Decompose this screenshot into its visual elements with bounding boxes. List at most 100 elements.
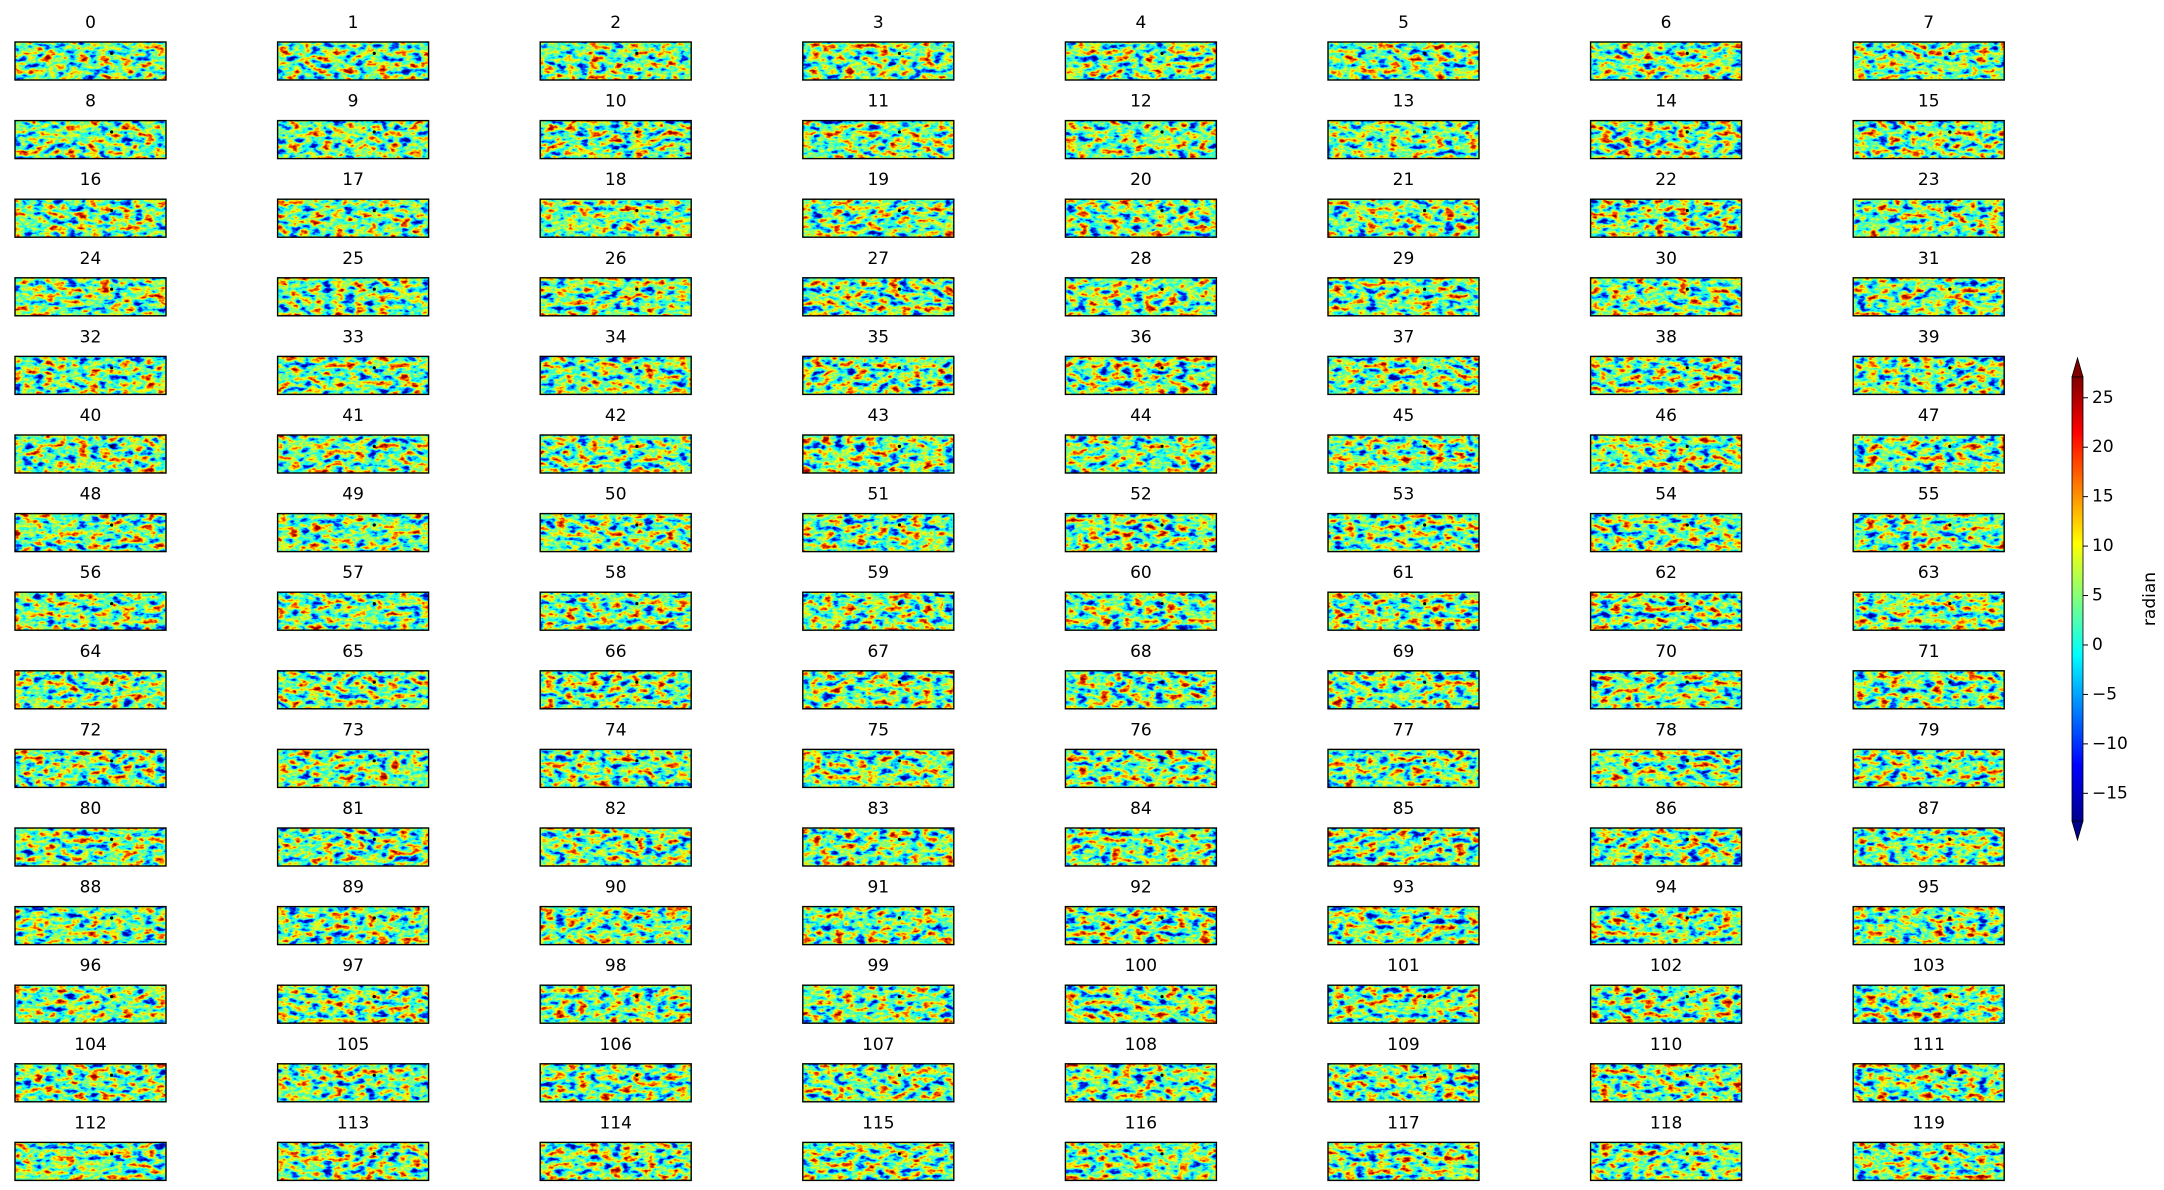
panel-title: 68: [1130, 642, 1152, 662]
panel-frame: [14, 984, 167, 1024]
panel-frame: [276, 198, 430, 238]
panel-image: [1328, 513, 1479, 552]
panel-title: 66: [605, 642, 627, 662]
reference-point: [1423, 209, 1427, 213]
reference-point: [1685, 680, 1689, 684]
reference-point: [1423, 916, 1427, 920]
panel-frame: [1852, 591, 2005, 631]
panel-image: [1065, 435, 1217, 473]
reference-point: [635, 209, 639, 213]
panel-frame: [14, 670, 167, 710]
colorbar-tick-label: −10: [2092, 734, 2128, 754]
panel-image: [277, 42, 429, 80]
reference-point: [635, 837, 639, 842]
panel-image: [277, 277, 429, 316]
panel-image: [277, 1142, 429, 1181]
panel-image: [1328, 435, 1479, 473]
panel-image: [15, 670, 166, 709]
panel-image: [1065, 670, 1217, 709]
panel-image: [1853, 199, 2005, 238]
panel-frame: [1589, 1063, 1743, 1103]
panel-frame: [539, 591, 692, 631]
panel-frame: [1589, 1141, 1743, 1182]
reference-point: [110, 1152, 114, 1156]
panel-frame: [14, 827, 167, 867]
reference-point: [110, 51, 114, 56]
reference-point: [1685, 130, 1689, 134]
reference-point: [635, 51, 639, 56]
panel-image: [802, 277, 954, 316]
reference-point: [110, 602, 114, 606]
panel-title: 77: [1393, 720, 1415, 740]
reference-point: [372, 759, 376, 763]
panel-image: [802, 670, 954, 709]
panel-image: [277, 670, 429, 709]
panel-image: [1853, 42, 2005, 80]
reference-point: [897, 51, 902, 56]
panel-title: 2: [610, 13, 621, 33]
panel-title: 20: [1130, 170, 1152, 190]
panel-title: 11: [867, 92, 889, 112]
panel-title: 108: [1125, 1035, 1157, 1055]
panel-frame: [539, 670, 692, 710]
panel-frame: [276, 512, 430, 553]
panel-image: [1065, 985, 1217, 1024]
panel-image: [15, 356, 166, 395]
reference-point: [1948, 1073, 1952, 1077]
panel-image: [1590, 277, 1742, 316]
panel-image: [802, 356, 954, 395]
panel-image: [540, 435, 692, 473]
panel-image: [1853, 356, 2005, 395]
reference-point: [1685, 1152, 1689, 1156]
panel-title: 43: [867, 406, 889, 426]
panel-title: 100: [1125, 956, 1157, 976]
panel-title: 24: [80, 249, 102, 269]
panel-title: 54: [1655, 485, 1677, 505]
panel-title: 14: [1655, 92, 1677, 112]
panel-title: 78: [1655, 720, 1677, 740]
reference-point: [1948, 680, 1952, 684]
panel-image: [277, 592, 429, 631]
panel-title: 28: [1130, 249, 1152, 269]
panel-image: [1328, 1142, 1479, 1181]
panel-image: [277, 435, 429, 473]
reference-point: [1160, 523, 1164, 527]
panel-title: 62: [1655, 563, 1677, 583]
reference-point: [110, 759, 114, 763]
panel-title: 56: [80, 563, 102, 583]
panel-image: [802, 199, 954, 238]
panel-image: [277, 356, 429, 395]
panel-title: 75: [867, 720, 889, 740]
panel-frame: [539, 748, 692, 789]
panel-frame: [1327, 512, 1480, 553]
panel-image: [1853, 513, 2005, 552]
reference-point: [110, 366, 114, 370]
panel-title: 93: [1393, 878, 1415, 898]
reference-point: [372, 130, 376, 134]
panel-frame: [802, 670, 955, 710]
panel-frame: [1589, 355, 1743, 396]
reference-point: [1948, 51, 1952, 56]
panel-frame: [276, 905, 430, 946]
reference-point: [1160, 287, 1164, 291]
panel-image: [1853, 1142, 2005, 1181]
panel-frame: [14, 591, 167, 631]
panel-image: [1065, 1063, 1217, 1102]
reference-point: [635, 1152, 639, 1156]
panel-image: [1853, 906, 2005, 945]
panel-image: [1328, 985, 1479, 1024]
panel-title: 74: [605, 720, 627, 740]
panel-title: 109: [1387, 1035, 1419, 1055]
panel-image: [277, 199, 429, 238]
panel-title: 33: [342, 327, 364, 347]
panel-image: [802, 513, 954, 552]
colorbar-tick-label: 15: [2092, 487, 2114, 507]
reference-point: [897, 366, 902, 370]
reference-point: [897, 916, 902, 920]
colorbar-label: radian: [2140, 572, 2160, 626]
panel-title: 51: [867, 485, 889, 505]
reference-point: [1423, 759, 1427, 763]
panel-title: 6: [1661, 13, 1672, 33]
panel-image: [277, 828, 429, 866]
panel-frame: [539, 198, 692, 238]
